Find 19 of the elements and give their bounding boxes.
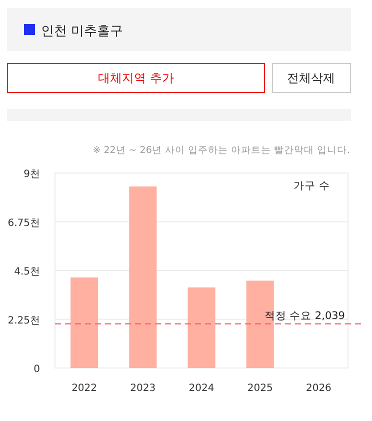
y-tick-label: 6.75천 [8,218,40,229]
y-tick-label: 0 [34,364,40,375]
x-tick-label: 2022 [72,383,98,394]
text: 대체지역 추가 [98,71,174,85]
bar [188,287,216,368]
y-tick-label: 4.5천 [14,266,40,278]
bar [129,186,157,368]
y-tick-label: 2.25천 [8,315,40,326]
y-tick-label: 9천 [24,169,40,180]
annotation: 가구 수 [294,180,330,192]
bar [70,277,98,368]
text: ※ 22년 ~ 26년 사이 입주하는 아파트는 빨간막대 입니다. [92,145,350,156]
chart-title: 인천 미추홀구 [41,24,124,39]
x-tick-label: 2023 [130,383,156,394]
x-tick-label: 2026 [306,383,332,394]
text: 전체삭제 [287,71,335,85]
ref-line-label: 적정 수요 2,039 [264,310,345,322]
x-tick-label: 2024 [188,383,214,394]
x-tick-label: 2025 [247,383,273,394]
